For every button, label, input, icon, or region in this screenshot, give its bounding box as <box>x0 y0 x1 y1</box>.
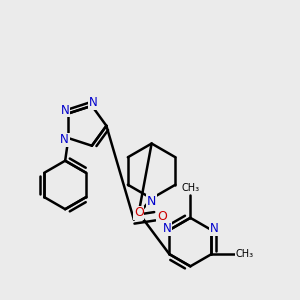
Text: N: N <box>147 194 156 208</box>
Text: N: N <box>89 96 98 109</box>
Text: N: N <box>60 133 69 146</box>
Text: CH₃: CH₃ <box>181 183 200 193</box>
Text: N: N <box>210 222 218 235</box>
Text: CH₃: CH₃ <box>235 249 254 259</box>
Text: O: O <box>157 210 167 223</box>
Text: N: N <box>162 222 171 235</box>
Text: O: O <box>134 206 144 220</box>
Text: N: N <box>61 104 70 117</box>
